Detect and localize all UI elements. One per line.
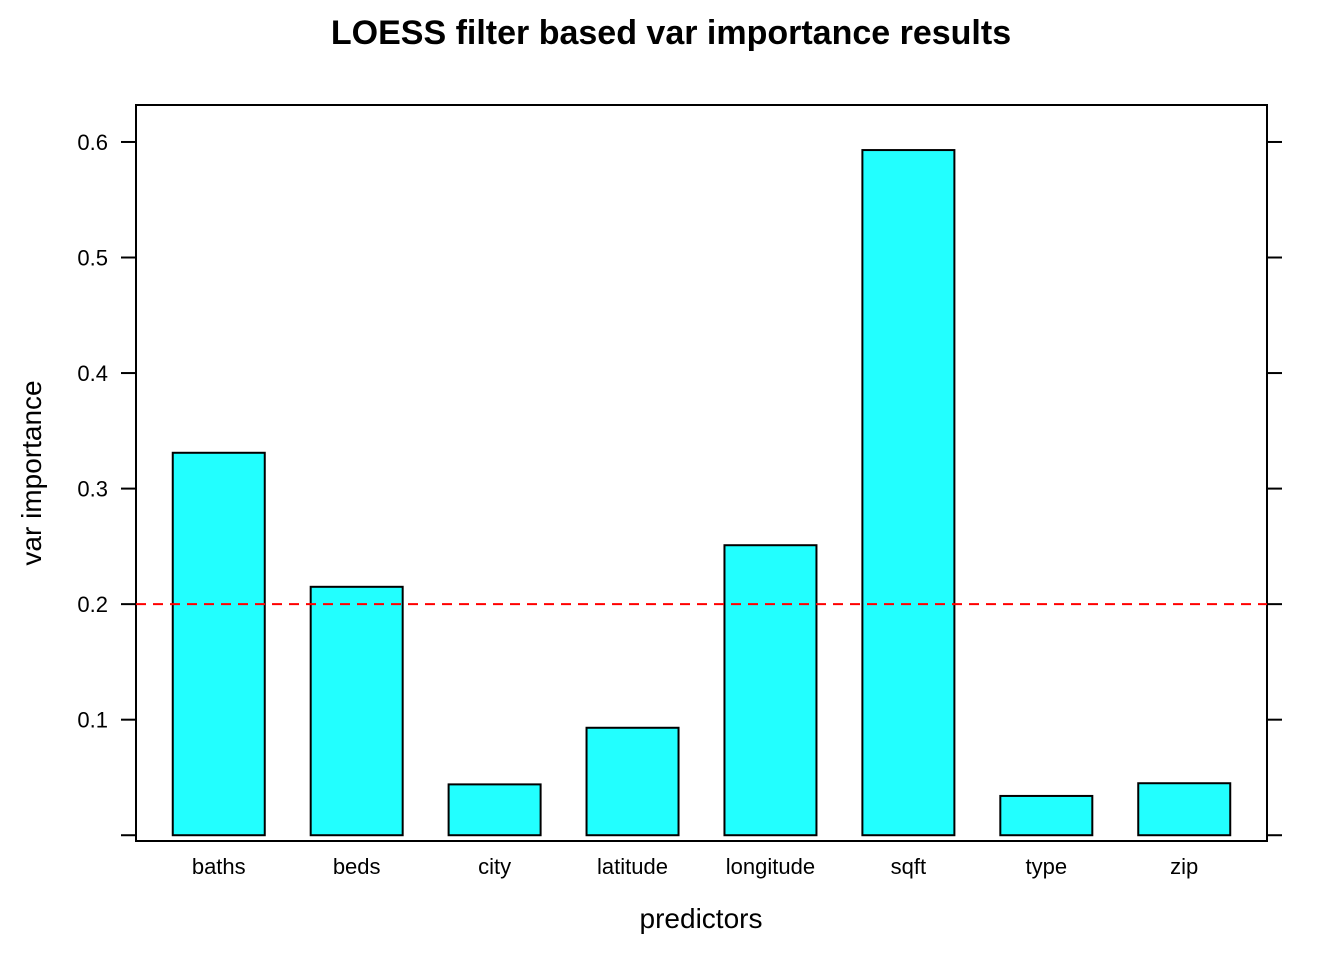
bar-sqft: [861, 149, 956, 837]
x-tick-label: sqft: [891, 854, 926, 879]
x-tick-label: city: [478, 854, 511, 879]
x-axis-label: predictors: [640, 903, 763, 934]
plot-area-frame: [135, 104, 1268, 842]
x-tick-label: beds: [333, 854, 381, 879]
y-tick-label: 0.1: [77, 708, 108, 733]
y-tick-label: 0.6: [77, 130, 108, 155]
y-tick-label: 0.3: [77, 477, 108, 502]
x-tick-label: zip: [1170, 854, 1198, 879]
x-tick-label: baths: [192, 854, 246, 879]
x-tick-label: longitude: [726, 854, 815, 879]
bars-layer: [171, 149, 1232, 837]
y-axis-label: var importance: [16, 380, 47, 565]
x-tick-label: type: [1026, 854, 1068, 879]
bar-type: [999, 794, 1094, 837]
bar-baths: [171, 451, 266, 837]
chart-title: LOESS filter based var importance result…: [331, 14, 1011, 52]
bar-longitude: [723, 544, 818, 837]
y-tick-label: 0.5: [77, 246, 108, 271]
x-tick-label: latitude: [597, 854, 668, 879]
bar-city: [447, 783, 542, 837]
y-tick-label: 0.4: [77, 361, 108, 386]
bar-latitude: [585, 726, 680, 837]
bar-zip: [1137, 782, 1232, 837]
bar-beds: [309, 585, 404, 837]
x-axis: baths beds city latitude longitude sqft type zi…: [192, 854, 1198, 879]
y-tick-label: 0.2: [77, 592, 108, 617]
y-axis: 0.1 0.2 0.3 0.4 0.5 0.6: [77, 130, 1282, 837]
